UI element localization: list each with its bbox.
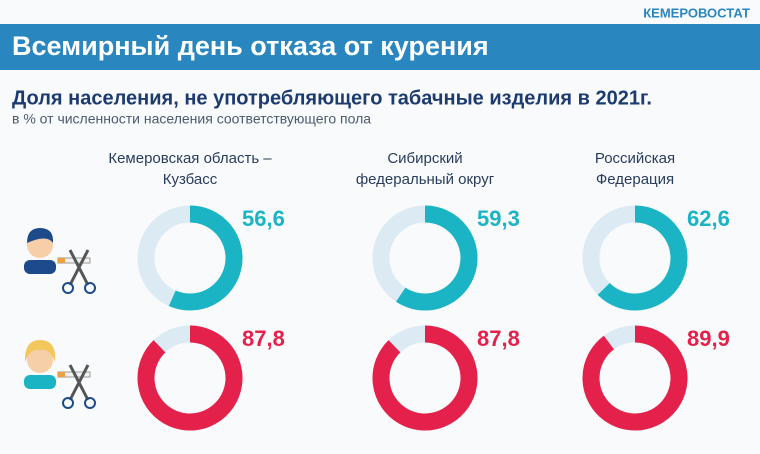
- region-label: Российская Федерация: [594, 150, 676, 188]
- donut-arc: [372, 325, 478, 431]
- woman-icon: [24, 340, 96, 409]
- title-bar: [0, 24, 760, 70]
- value-label: 56,6: [242, 206, 285, 231]
- chart-title: Доля населения, не употребляющего табачн…: [12, 87, 652, 109]
- value-label: 59,3: [477, 206, 520, 231]
- brand: КЕМЕРОВОСТАТ: [643, 5, 750, 20]
- value-label: 87,8: [477, 326, 520, 351]
- donut-arc: [582, 325, 688, 431]
- value-label: 87,8: [242, 326, 285, 351]
- donut-arc: [396, 205, 478, 311]
- value-label: 62,6: [687, 206, 730, 231]
- chart-subtitle: в % от численности населения соответству…: [12, 111, 371, 127]
- region-label: Сибирский федеральный округ: [355, 150, 495, 188]
- region-label: Кемеровская область – Кузбасс: [108, 150, 272, 188]
- value-label: 89,9: [687, 326, 730, 351]
- donut-arc: [597, 205, 688, 311]
- man-icon: [24, 228, 96, 294]
- page-title: Всемирный день отказа от курения: [12, 31, 489, 61]
- donut-arc: [137, 325, 243, 431]
- donut-arc: [168, 205, 243, 311]
